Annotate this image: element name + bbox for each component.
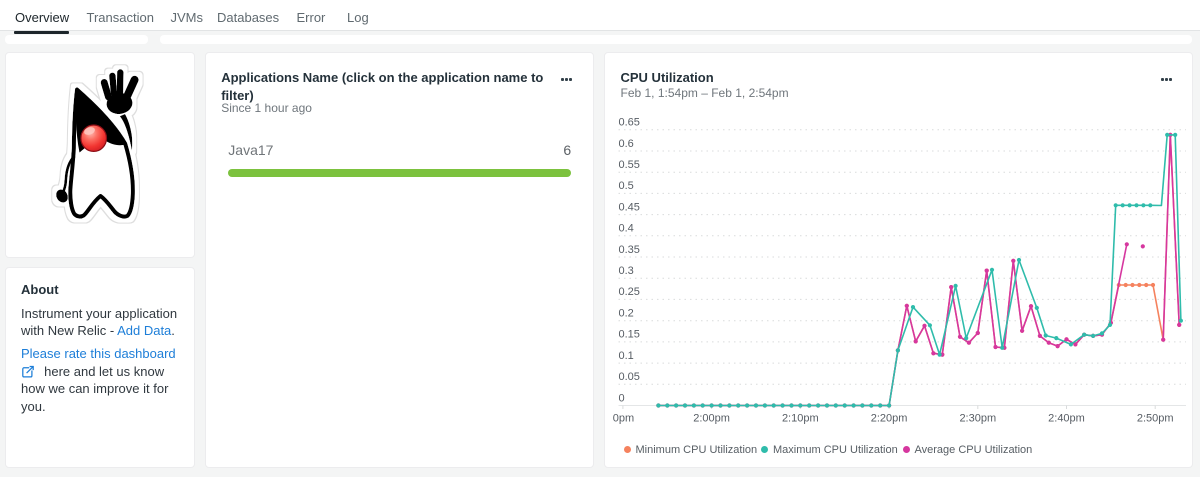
svg-text:0.55: 0.55: [619, 159, 640, 171]
svg-text:0.25: 0.25: [619, 286, 640, 298]
svg-text:0.4: 0.4: [619, 223, 634, 235]
svg-text:0pm: 0pm: [613, 413, 634, 425]
svg-text:0.2: 0.2: [619, 308, 634, 320]
svg-text:0: 0: [619, 392, 625, 404]
svg-text:0.1: 0.1: [619, 350, 634, 362]
svg-text:0.6: 0.6: [619, 138, 634, 150]
svg-text:0.15: 0.15: [619, 329, 640, 341]
svg-text:0.5: 0.5: [619, 180, 634, 192]
svg-text:2:10pm: 2:10pm: [782, 413, 819, 425]
svg-text:2:20pm: 2:20pm: [871, 413, 908, 425]
svg-text:0.45: 0.45: [619, 201, 640, 213]
svg-text:2:40pm: 2:40pm: [1048, 413, 1085, 425]
svg-text:0.05: 0.05: [619, 371, 640, 383]
svg-text:2:50pm: 2:50pm: [1137, 413, 1174, 425]
svg-text:2:00pm: 2:00pm: [693, 413, 730, 425]
svg-text:2:30pm: 2:30pm: [959, 413, 996, 425]
svg-text:0.35: 0.35: [619, 244, 640, 256]
svg-text:0.65: 0.65: [619, 117, 640, 129]
svg-text:0.3: 0.3: [619, 265, 634, 277]
